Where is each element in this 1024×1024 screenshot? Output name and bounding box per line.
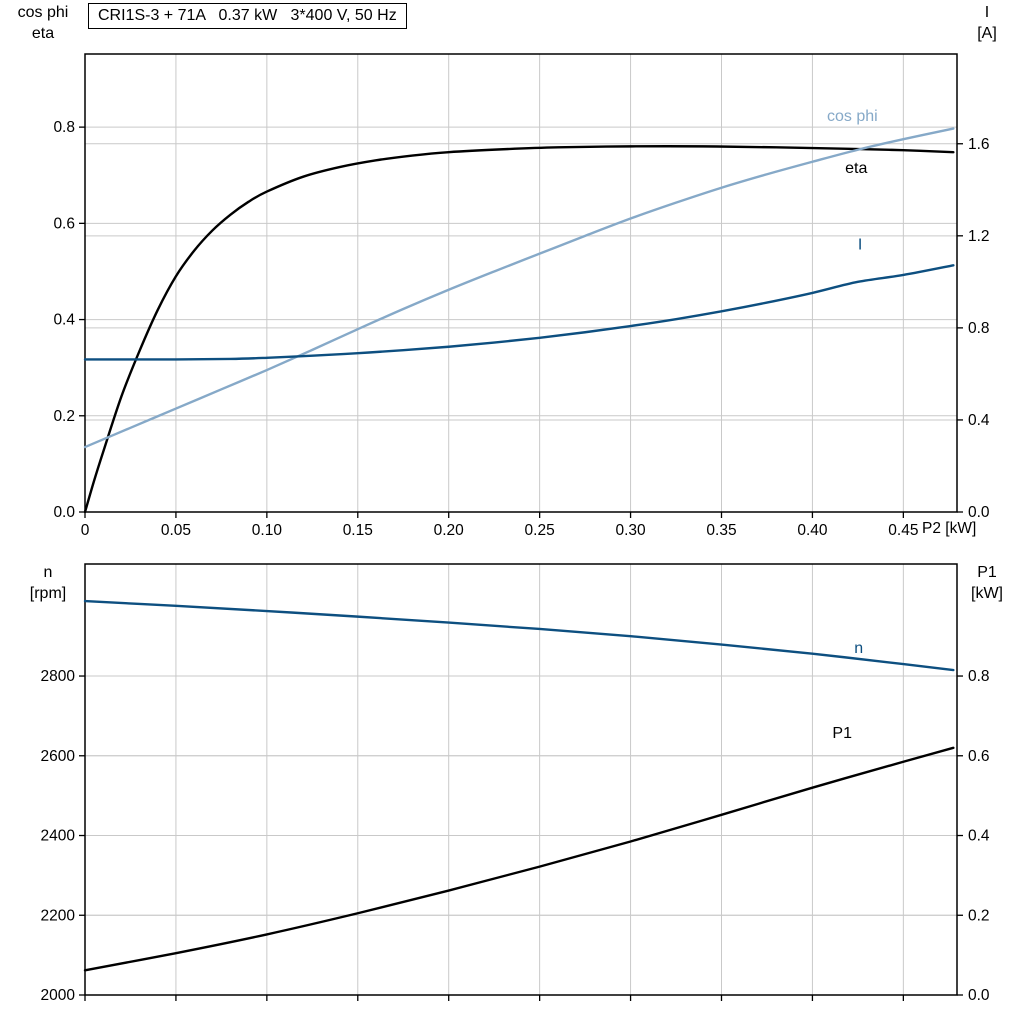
curve-label-cos-phi: cos phi <box>827 108 878 125</box>
series-n <box>83 599 955 672</box>
svg-text:0.40: 0.40 <box>797 522 828 539</box>
series-P1 <box>83 746 955 972</box>
svg-text:0.15: 0.15 <box>343 522 373 539</box>
series-I <box>83 264 955 361</box>
svg-text:0.25: 0.25 <box>525 522 555 539</box>
plot-frame <box>84 53 958 513</box>
plot-frame <box>84 563 958 996</box>
curve-label-eta: eta <box>845 160 867 177</box>
left-axis-label-cos-phi: cos phi <box>17 4 69 21</box>
svg-text:0.6: 0.6 <box>968 748 990 765</box>
left-axis-label-speed: n <box>43 564 53 581</box>
svg-text:0.4: 0.4 <box>968 828 990 845</box>
svg-text:0.0: 0.0 <box>968 987 990 1004</box>
svg-text:0.8: 0.8 <box>968 668 990 685</box>
svg-text:0.6: 0.6 <box>53 215 75 232</box>
svg-text:2000: 2000 <box>41 987 76 1004</box>
svg-text:0.2: 0.2 <box>53 408 75 425</box>
svg-text:0.8: 0.8 <box>53 119 75 136</box>
tick-labels: 2000 2200 2400 2600 2800 0.0 0.2 0.4 0.6 0.8 <box>41 668 990 1004</box>
bottom-left-axis-labels: n [rpm] <box>16 562 80 604</box>
tick-labels: 0 0.05 0.10 0.15 0.20 0.25 0.30 0.35 0.40 0.45 0.0… <box>53 119 989 539</box>
right-axis-label-current: I <box>984 4 990 21</box>
gridlines <box>85 54 957 512</box>
svg-text:0.4: 0.4 <box>53 312 75 329</box>
tick-marks <box>79 126 963 518</box>
svg-text:0.30: 0.30 <box>615 522 646 539</box>
svg-text:0.10: 0.10 <box>252 522 283 539</box>
tick-marks <box>79 675 963 1001</box>
svg-text:2800: 2800 <box>41 668 76 685</box>
svg-text:0.05: 0.05 <box>161 522 191 539</box>
gridlines <box>85 564 957 995</box>
svg-text:0.0: 0.0 <box>968 504 990 521</box>
svg-text:2200: 2200 <box>41 907 76 924</box>
svg-text:1.2: 1.2 <box>968 228 990 245</box>
svg-text:0.35: 0.35 <box>706 522 736 539</box>
left-axis-unit-rpm: [rpm] <box>29 585 67 602</box>
svg-text:0.8: 0.8 <box>968 320 990 337</box>
svg-text:0.45: 0.45 <box>888 522 918 539</box>
curve-label-n: n <box>854 640 863 657</box>
right-axis-unit-kw: [kW] <box>971 585 1003 602</box>
chart-top: 0 0.05 0.10 0.15 0.20 0.25 0.30 0.35 0.40 0.45 0.0… <box>53 53 990 539</box>
series-cos-phi <box>83 127 955 449</box>
chart-title-box: CRI1S-3 + 71A 0.37 kW 3*400 V, 50 Hz <box>88 3 407 29</box>
curve-label-P1: P1 <box>832 725 852 742</box>
right-axis-unit-amps: [A] <box>977 25 997 42</box>
svg-text:0.20: 0.20 <box>434 522 465 539</box>
left-axis-label-eta: eta <box>31 25 55 42</box>
svg-text:2600: 2600 <box>41 748 76 765</box>
svg-text:1.6: 1.6 <box>968 136 990 153</box>
curve-label-I: I <box>858 237 862 254</box>
top-left-axis-labels: cos phi eta <box>4 2 82 44</box>
top-right-axis-labels: I [A] <box>962 2 1012 44</box>
bottom-right-axis-labels: P1 [kW] <box>958 562 1016 604</box>
series-eta <box>83 145 955 514</box>
svg-text:0: 0 <box>81 522 90 539</box>
svg-text:0.2: 0.2 <box>968 907 990 924</box>
svg-text:0.0: 0.0 <box>53 504 75 521</box>
right-axis-label-p1: P1 <box>977 564 997 581</box>
svg-text:2400: 2400 <box>41 828 76 845</box>
x-axis-label-p2: P2 [kW] <box>922 520 977 537</box>
chart-bottom: 2000 2200 2400 2600 2800 0.0 0.2 0.4 0.6 0.8 n P1 <box>41 563 990 1004</box>
svg-text:0.4: 0.4 <box>968 412 990 429</box>
